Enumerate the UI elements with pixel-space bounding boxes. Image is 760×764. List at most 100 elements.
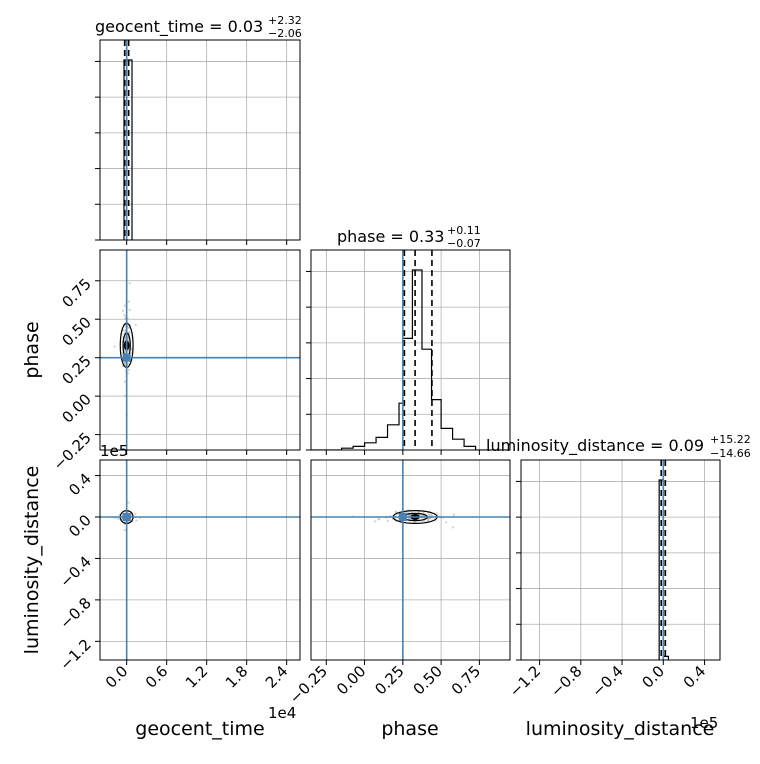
scatter-point	[121, 309, 124, 312]
x-tick-label: 0.75	[448, 662, 484, 698]
title-luminosity-distance-minus: −14.66	[710, 447, 751, 460]
scatter-point	[127, 337, 130, 340]
panel-frame	[99, 459, 301, 661]
plot-area	[658, 460, 670, 660]
scatter-point	[113, 345, 116, 348]
plot-area	[311, 460, 510, 660]
histogram-phase	[311, 269, 510, 450]
scatter-point	[128, 282, 131, 285]
scatter-point	[427, 513, 430, 516]
title-luminosity-distance-plus: +15.22	[710, 433, 751, 446]
scatter-point	[426, 519, 430, 522]
scatter-point	[123, 529, 126, 532]
offset-geocent-time: 1e4	[268, 704, 296, 722]
scatter-point	[123, 380, 126, 383]
panel-frame	[310, 249, 511, 451]
x-tick-label: −1.2	[506, 662, 544, 700]
panel-frame	[99, 39, 301, 241]
panel-phase-phase	[306, 249, 511, 455]
plot-area	[100, 250, 300, 450]
scatter-point	[123, 361, 127, 364]
scatter-point	[127, 368, 131, 372]
xlabel-luminosity-distance: luminosity_distance	[526, 718, 715, 740]
panel-luminosity_distance-phase: −0.25 0.00 0.25 0.50 0.75	[286, 459, 511, 707]
scatter-point	[422, 511, 425, 515]
xlabel-geocent-time: geocent_time	[135, 718, 264, 740]
x-tick-label: 0.50	[410, 662, 446, 698]
scatter-point	[374, 520, 377, 523]
truth-marker	[398, 512, 407, 521]
truth-marker	[122, 512, 131, 521]
scatter-point	[134, 512, 137, 515]
x-tick-label: 0.0	[102, 662, 132, 692]
panel-phase-geocent_time: −0.250.000.250.500.75	[50, 249, 301, 474]
scatter-point	[127, 326, 130, 329]
scatter-point	[127, 300, 131, 303]
y-tick-label: 0.4	[65, 470, 95, 500]
scatter-point	[117, 517, 120, 520]
x-tick-label: −0.8	[547, 662, 585, 700]
y-tick-label: 0.0	[65, 511, 95, 541]
scatter-point	[386, 519, 389, 522]
scatter-point	[127, 501, 130, 504]
y-tick-label: 0.25	[58, 352, 94, 388]
y-tick-label: −0.25	[50, 429, 95, 474]
title-phase-minus: −0.07	[447, 237, 481, 250]
x-tick-label: 0.00	[333, 662, 369, 698]
scatter-point	[423, 519, 426, 522]
x-tick-label: 1.2	[182, 662, 212, 692]
xlabel-phase: phase	[381, 718, 438, 740]
plot-area	[100, 460, 300, 660]
x-tick-label: 0.25	[371, 662, 407, 698]
x-tick-label: 2.4	[262, 662, 292, 692]
x-tick-label: −0.25	[286, 662, 331, 707]
scatter-point	[123, 304, 126, 307]
scatter-point	[451, 526, 454, 529]
panel-frame	[520, 459, 721, 661]
scatter-point	[128, 308, 131, 311]
panel-luminosity_distance-geocent_time: 0.0 0.6 1.2 1.8 2.4 −1.2−0.8−0.4 0.0 0.4	[56, 459, 301, 692]
title-phase: phase = 0.33	[337, 227, 444, 246]
y-tick-label: 0.50	[58, 313, 94, 349]
title-luminosity-distance: luminosity_distance = 0.09	[486, 436, 704, 456]
title-phase-plus: +0.11	[447, 224, 481, 237]
y-tick-label: 0.00	[58, 390, 94, 426]
scatter-point	[126, 372, 130, 375]
y-tick-label: −0.8	[56, 594, 94, 632]
title-geocent-time-minus: −2.06	[268, 27, 302, 40]
y-tick-label: −1.2	[56, 635, 94, 673]
scatter-point	[123, 394, 126, 397]
y-tick-label: −0.4	[56, 553, 94, 591]
panel-frame	[310, 459, 511, 661]
title-geocent-time: geocent_time = 0.03	[95, 17, 263, 37]
x-tick-label: 0.0	[639, 662, 669, 692]
scatter-point	[135, 519, 138, 522]
ylabel-luminosity-distance: luminosity_distance	[21, 466, 43, 655]
title-geocent-time-plus: +2.32	[268, 14, 302, 27]
y-tick-label: 0.75	[58, 275, 94, 311]
scatter-point	[123, 314, 126, 317]
scatter-point	[444, 521, 448, 524]
scatter-point	[412, 521, 415, 524]
panel-geocent_time-geocent_time	[95, 39, 301, 245]
plot-area	[123, 40, 133, 240]
scatter-point	[134, 323, 137, 327]
plot-area	[311, 250, 510, 450]
scatter-point	[430, 513, 433, 516]
x-tick-label: 1.8	[222, 662, 252, 692]
offset-luminosity-distance-x: 1e5	[690, 714, 718, 732]
scatter-point	[452, 513, 456, 516]
offset-luminosity-distance-y: 1e5	[100, 442, 128, 460]
panels-layer: −0.250.000.250.500.750.0 0.6 1.2 1.8 2.4−1.2…	[50, 39, 721, 707]
x-tick-label: 0.4	[680, 662, 710, 692]
x-tick-label: 0.6	[142, 662, 172, 692]
panel-luminosity_distance-luminosity_distance: −1.2 −0.8 −0.4 0.0 0.4	[506, 459, 721, 701]
panel-frame	[99, 249, 301, 451]
ylabel-phase: phase	[21, 321, 43, 378]
x-tick-label: −0.4	[588, 662, 626, 700]
truth-marker	[122, 353, 131, 362]
scatter-point	[123, 349, 127, 352]
scatter-point	[124, 317, 127, 320]
